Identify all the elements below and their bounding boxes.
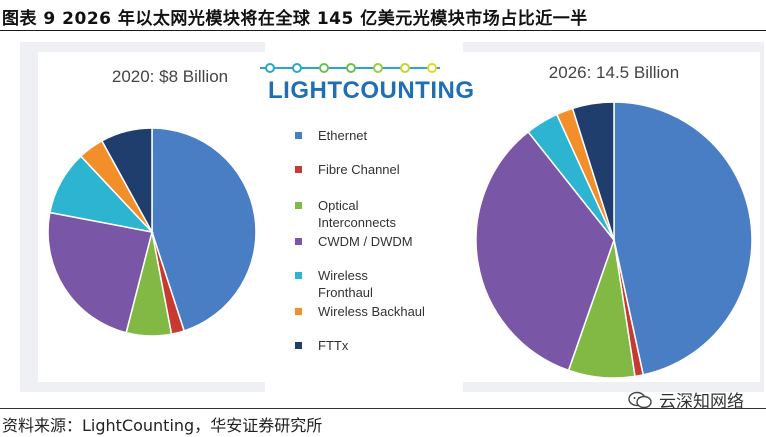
source-text: 资料来源：LightCounting，华安证券研究所 bbox=[2, 416, 323, 435]
legend-swatch-fibre-channel bbox=[295, 166, 302, 173]
pie-title-1: 2026: 14.5 Billion bbox=[549, 63, 679, 82]
legend-label-cwdm-dwdm: CWDM / DWDM bbox=[318, 234, 413, 249]
legend-swatch-wireless-fronthaul bbox=[295, 272, 302, 279]
pie-slice-1-fttx bbox=[571, 101, 615, 241]
legend-label-wireless-backhaul: Wireless Backhaul bbox=[318, 304, 425, 319]
pie-charts-svg: 2020: $8 Billion 2026: 14.5 Billion LIGHTC… bbox=[38, 42, 760, 392]
legend-swatch-ethernet bbox=[295, 132, 302, 139]
watermark-text: 云深知网络 bbox=[659, 392, 744, 412]
title-bar: 图表 9 2026 年以太网光模块将在全球 145 亿美元光模块市场占比近一半 bbox=[0, 0, 766, 31]
wechat-icon bbox=[628, 391, 652, 408]
legend-panel bbox=[265, 42, 463, 392]
logo-dot bbox=[292, 63, 302, 73]
chart-figure: 2020: $8 Billion 2026: 14.5 Billion LIGHTC… bbox=[20, 42, 764, 392]
legend-label-fibre-channel: Fibre Channel bbox=[318, 162, 400, 177]
pie-slice-0-fttx bbox=[100, 127, 153, 233]
logo-text: LIGHTCOUNTING bbox=[268, 77, 474, 104]
legend-label-wireless-fronthaul: Fronthaul bbox=[318, 285, 373, 300]
pie-slice-0-cwdm-dwdm bbox=[47, 211, 153, 334]
legend-swatch-cwdm-dwdm bbox=[295, 238, 302, 245]
legend-swatch-wireless-backhaul bbox=[295, 308, 302, 315]
pie-slice-1-ethernet bbox=[613, 101, 753, 376]
logo-dot bbox=[400, 63, 410, 73]
watermark: 云深知网络 bbox=[627, 387, 744, 412]
legend-label-fttx: FTTx bbox=[318, 338, 349, 353]
legend-label-optical-interconnects: Optical bbox=[318, 198, 359, 213]
legend-label-ethernet: Ethernet bbox=[318, 128, 368, 143]
logo-dot bbox=[373, 63, 383, 73]
legend-label-wireless-fronthaul: Wireless bbox=[318, 268, 368, 283]
source-bar: 资料来源：LightCounting，华安证券研究所 bbox=[0, 408, 766, 435]
logo-dot bbox=[346, 63, 356, 73]
legend-label-optical-interconnects: Interconnects bbox=[318, 215, 397, 230]
legend-swatch-fttx bbox=[295, 342, 302, 349]
legend-swatch-optical-interconnects bbox=[295, 202, 302, 209]
logo-dot bbox=[427, 63, 437, 73]
pie-slice-0-ethernet bbox=[151, 127, 257, 332]
logo-dot bbox=[265, 63, 275, 73]
logo-dot bbox=[319, 63, 329, 73]
figure-title: 图表 9 2026 年以太网光模块将在全球 145 亿美元光模块市场占比近一半 bbox=[2, 9, 588, 29]
pie-title-0: 2020: $8 Billion bbox=[112, 67, 228, 86]
pie-slice-1-cwdm-dwdm bbox=[475, 130, 615, 372]
